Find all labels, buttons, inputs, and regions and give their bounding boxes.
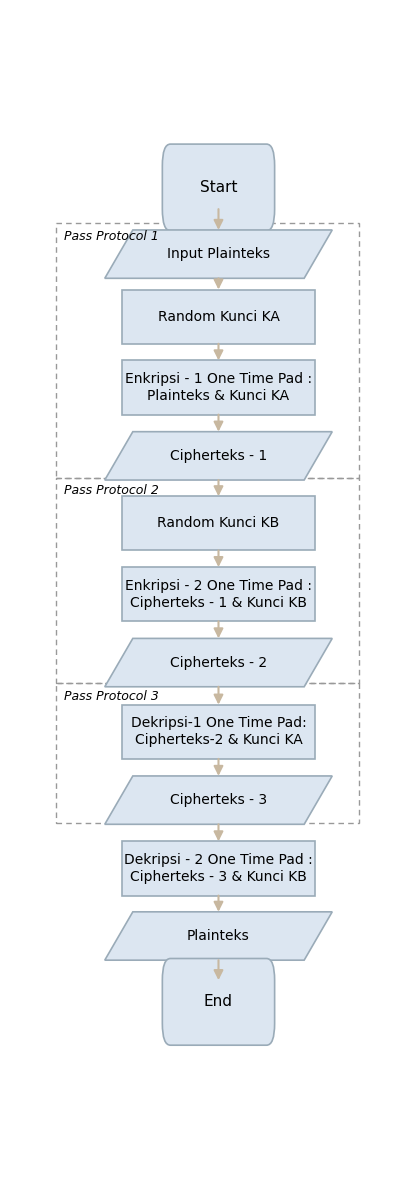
Polygon shape [105, 776, 331, 825]
Text: Cipherteks - 2: Cipherteks - 2 [170, 656, 266, 669]
Text: Enkripsi - 2 One Time Pad :
Cipherteks - 1 & Kunci KB: Enkripsi - 2 One Time Pad : Cipherteks -… [125, 578, 311, 610]
Text: Random Kunci KB: Random Kunci KB [157, 517, 279, 530]
Text: End: End [203, 995, 233, 1009]
Text: Pass Protocol 1: Pass Protocol 1 [64, 230, 159, 243]
Bar [122, 704, 314, 759]
Polygon shape [105, 912, 331, 961]
Polygon shape [105, 638, 331, 687]
Text: Pass Protocol 2: Pass Protocol 2 [64, 484, 159, 497]
Text: Cipherteks - 1: Cipherteks - 1 [170, 448, 266, 463]
Text: Plainteks: Plainteks [186, 929, 249, 943]
Bar [56, 478, 358, 683]
Text: Dekripsi - 2 One Time Pad :
Cipherteks - 3 & Kunci KB: Dekripsi - 2 One Time Pad : Cipherteks -… [124, 853, 312, 884]
FancyBboxPatch shape [162, 144, 274, 231]
Bar [122, 497, 314, 550]
FancyBboxPatch shape [162, 958, 274, 1045]
Bar [122, 360, 314, 414]
Polygon shape [105, 230, 331, 278]
Text: Enkripsi - 1 One Time Pad :
Plainteks & Kunci KA: Enkripsi - 1 One Time Pad : Plainteks & … [125, 372, 311, 404]
Bar [122, 568, 314, 622]
Bar [56, 683, 358, 822]
Text: Pass Protocol 3: Pass Protocol 3 [64, 690, 159, 703]
Bar [56, 223, 358, 478]
Bar [122, 289, 314, 343]
Bar [122, 841, 314, 896]
Text: Dekripsi-1 One Time Pad:
Cipherteks-2 & Kunci KA: Dekripsi-1 One Time Pad: Cipherteks-2 & … [130, 716, 306, 747]
Text: Cipherteks - 3: Cipherteks - 3 [170, 793, 266, 807]
Polygon shape [105, 432, 331, 480]
Text: Start: Start [199, 179, 237, 195]
Text: Input Plainteks: Input Plainteks [166, 247, 269, 261]
Text: Random Kunci KA: Random Kunci KA [157, 309, 279, 323]
